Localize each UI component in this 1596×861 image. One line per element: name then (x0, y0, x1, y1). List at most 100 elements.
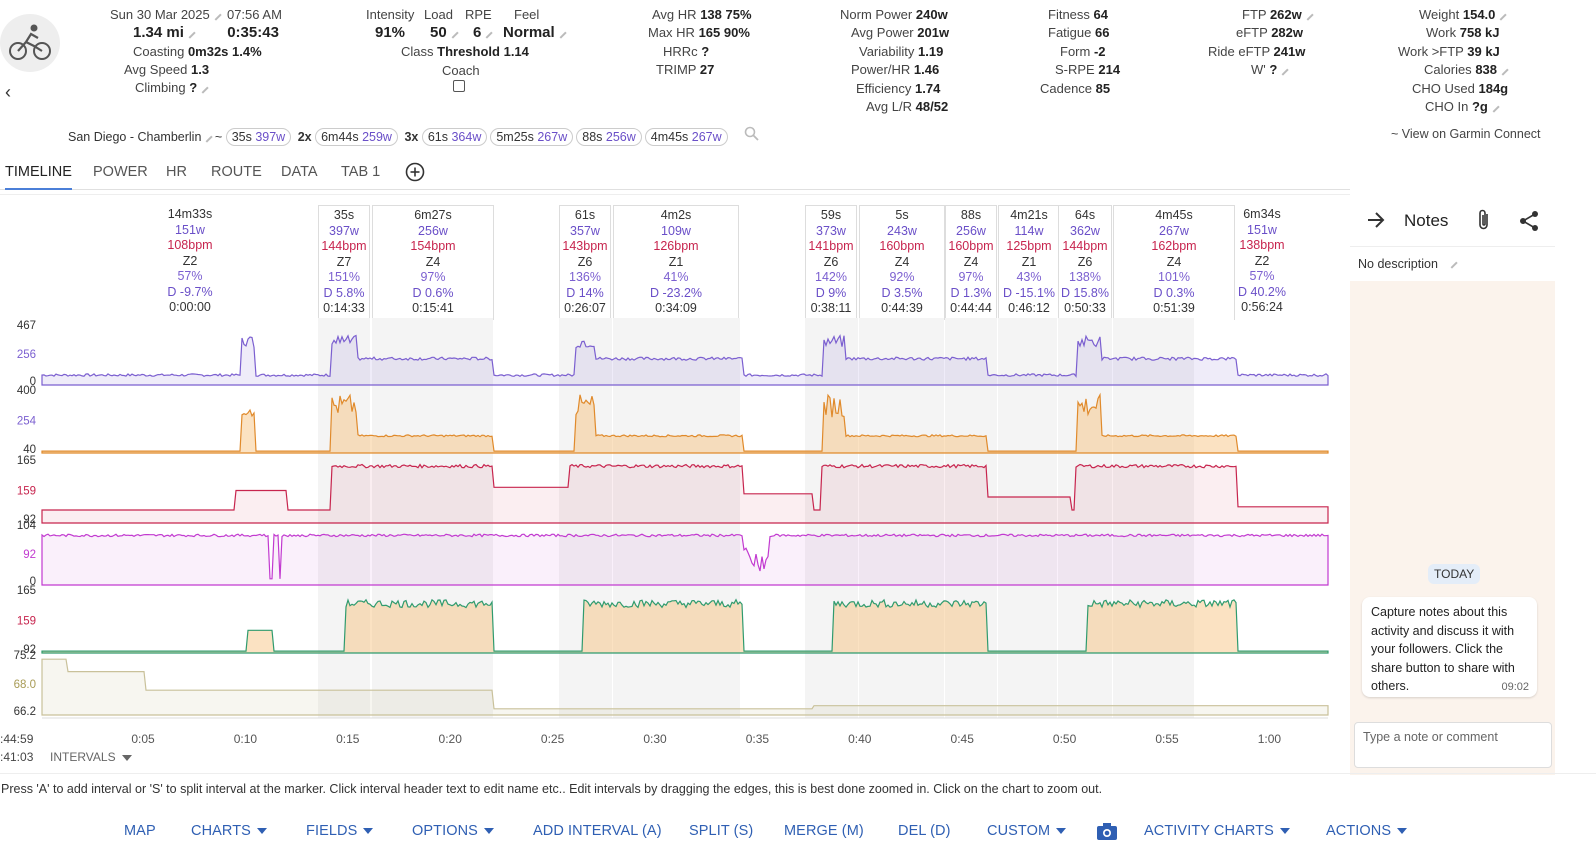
interval-hr: 160bpm (879, 239, 925, 253)
notes-toolbar: Notes (1350, 195, 1555, 247)
feel-value[interactable]: Normal (503, 24, 567, 41)
interval-zone: Z1 (668, 254, 684, 269)
time-tick: 1:00 (1258, 732, 1282, 746)
rpe-value[interactable]: 6 (473, 24, 494, 41)
effort-chip[interactable]: 6m44s 259w (315, 128, 398, 146)
interval-start-time: 0:38:11 (810, 301, 852, 315)
ride-eftp-stat: Ride eFTP 241w (1208, 44, 1306, 59)
tab-divider (0, 194, 1350, 195)
interval-header[interactable]: 4m2s 109w 126bpm Z1 41% D -23.2% 0:34:09 (613, 205, 739, 320)
interval-power: 256w (418, 223, 448, 238)
bike-activity-icon (0, 14, 60, 72)
interval-header[interactable]: 64s 362w 144bpm Z6 138% D 15.8% 0:50:33 (1058, 205, 1112, 320)
effort-watts: 259w (362, 130, 392, 144)
interval-decoupling: D 1.3% (950, 285, 992, 300)
custom-button[interactable]: CUSTOM (987, 823, 1067, 839)
tab-power[interactable]: POWER (93, 164, 148, 180)
arrow-right-icon[interactable] (1366, 211, 1386, 234)
interval-zone: Z4 (963, 254, 979, 269)
cho-used-stat: CHO Used 184g (1412, 81, 1509, 96)
actions-button[interactable]: ACTIONS (1326, 823, 1408, 839)
map-button[interactable]: MAP (124, 823, 156, 839)
cadence-stat: Cadence 85 (1040, 81, 1111, 96)
tab-route[interactable]: ROUTE (211, 164, 262, 180)
interval-header[interactable]: 35s 397w 144bpm Z7 151% D 5.8% 0:14:33 (318, 205, 370, 320)
effort-chip[interactable]: 88s 256w (576, 128, 642, 146)
interval-duration: 6m27s (414, 208, 452, 222)
interval-start-time: 0:51:39 (1153, 301, 1195, 315)
interval-power: 151w (175, 222, 205, 237)
axis-label: 165 (17, 585, 36, 597)
interval-start-time: 0:44:39 (881, 301, 923, 315)
interval-header[interactable]: 59s 373w 141bpm Z6 142% D 9% 0:38:11 (805, 205, 857, 320)
interval-zone: Z6 (823, 254, 839, 269)
tab-data[interactable]: DATA (281, 164, 318, 180)
split-button[interactable]: SPLIT (S) (689, 823, 754, 839)
tab-tab1[interactable]: TAB 1 (341, 164, 381, 180)
axis-label: 104 (17, 520, 37, 532)
interval-header[interactable]: 61s 357w 143bpm Z6 136% D 14% 0:26:07 (559, 205, 611, 320)
interval-zone: Z4 (1166, 254, 1182, 269)
interval-header[interactable]: 88s 256w 160bpm Z4 97% D 1.3% 0:44:44 (945, 205, 997, 320)
add-tab-icon[interactable] (405, 162, 425, 187)
charts-button[interactable]: CHARTS (191, 823, 267, 839)
interval-header[interactable]: 6m34s 151w 138bpm Z2 57% D 40.2% 0:56:24 (1196, 205, 1328, 320)
fields-button[interactable]: FIELDS (306, 823, 374, 839)
paperclip-icon[interactable] (1476, 208, 1492, 237)
intervals-toggle[interactable]: INTERVALS (50, 750, 132, 764)
cho-in-stat[interactable]: CHO In ?g (1425, 99, 1500, 114)
timeline-chart[interactable]: 467256040025440165159921049201651599275.… (0, 318, 1350, 758)
form-stat: Form -2 (1060, 44, 1106, 59)
climbing-stat[interactable]: Climbing ? (135, 80, 209, 95)
tab-bar: TIMELINE POWER HR ROUTE DATA TAB 1 (0, 160, 1350, 190)
eftp-stat: eFTP 282w (1236, 25, 1303, 40)
avg-hr-stat: Avg HR 138 75% (652, 7, 752, 22)
share-icon[interactable] (1518, 210, 1540, 237)
effort-chip[interactable]: 61s 364w (421, 128, 488, 146)
intensity-label: Intensity (366, 7, 415, 22)
interval-percent: 57% (1249, 269, 1275, 283)
route-name[interactable]: San Diego - Chamberlin (68, 130, 202, 144)
interval-hr: 143bpm (562, 239, 608, 253)
effort-count: 2x (294, 130, 316, 144)
altitude-trace (41, 658, 1329, 716)
note-input[interactable]: Type a note or comment (1354, 722, 1552, 768)
description-row[interactable]: No description (1350, 247, 1555, 281)
delete-button[interactable]: DEL (D) (898, 823, 951, 839)
distance-duration[interactable]: 1.34 mi 0:35:43 (133, 24, 279, 41)
interval-header[interactable]: 5s 243w 160bpm Z4 92% D 3.5% 0:44:39 (859, 205, 945, 320)
calories-stat[interactable]: Calories 838 (1424, 62, 1509, 77)
coach-checkbox[interactable] (453, 80, 465, 92)
effort-chip[interactable]: 5m25s 267w (490, 128, 574, 146)
effort-chip[interactable]: 35s 397w (225, 128, 292, 146)
add-interval-button[interactable]: ADD INTERVAL (A) (533, 823, 662, 839)
interval-header[interactable]: 4m21s 114w 125bpm Z1 43% D -15.1% 0:46:12 (998, 205, 1060, 320)
options-button[interactable]: OPTIONS (412, 823, 494, 839)
wprime-stat[interactable]: W' ? (1251, 62, 1290, 77)
interval-power: 114w (1014, 223, 1044, 238)
effort-chip[interactable]: 4m45s 267w (644, 128, 728, 146)
load-value[interactable]: 50 (430, 24, 459, 41)
time-tick: 0:40 (848, 732, 872, 746)
effort-duration: 4m45s (650, 130, 692, 144)
merge-button[interactable]: MERGE (M) (784, 823, 864, 839)
interval-header[interactable]: 14m33s 151w 108bpm Z2 57% D -9.7% 0:00:00 (140, 205, 240, 320)
power-hr-stat: Power/HR 1.46 (851, 62, 940, 77)
interval-hr: 144bpm (321, 239, 367, 253)
edit-description-icon[interactable] (1446, 257, 1458, 269)
activity-date[interactable]: Sun 30 Mar 2025 07:56 AM (110, 7, 282, 22)
ftp-stat[interactable]: FTP 262w (1242, 7, 1314, 22)
weight-stat[interactable]: Weight 154.0 (1419, 7, 1508, 22)
search-icon[interactable] (744, 126, 759, 144)
back-chevron-icon[interactable]: ‹ (5, 82, 11, 102)
garmin-connect-link[interactable]: ~ View on Garmin Connect (1391, 127, 1541, 141)
interval-zone: Z4 (425, 254, 441, 269)
interval-decoupling: D 0.6% (412, 285, 454, 300)
tab-timeline[interactable]: TIMELINE (5, 164, 72, 190)
tab-hr[interactable]: HR (166, 164, 187, 180)
activity-charts-button[interactable]: ACTIVITY CHARTS (1144, 823, 1290, 839)
camera-icon[interactable] (1096, 822, 1118, 846)
interval-header[interactable]: 6m27s 256w 154bpm Z4 97% D 0.6% 0:15:41 (372, 205, 494, 320)
effort-watts: 397w (255, 130, 286, 144)
interval-header[interactable]: 4m45s 267w 162bpm Z4 101% D 0.3% 0:51:39 (1113, 205, 1235, 320)
